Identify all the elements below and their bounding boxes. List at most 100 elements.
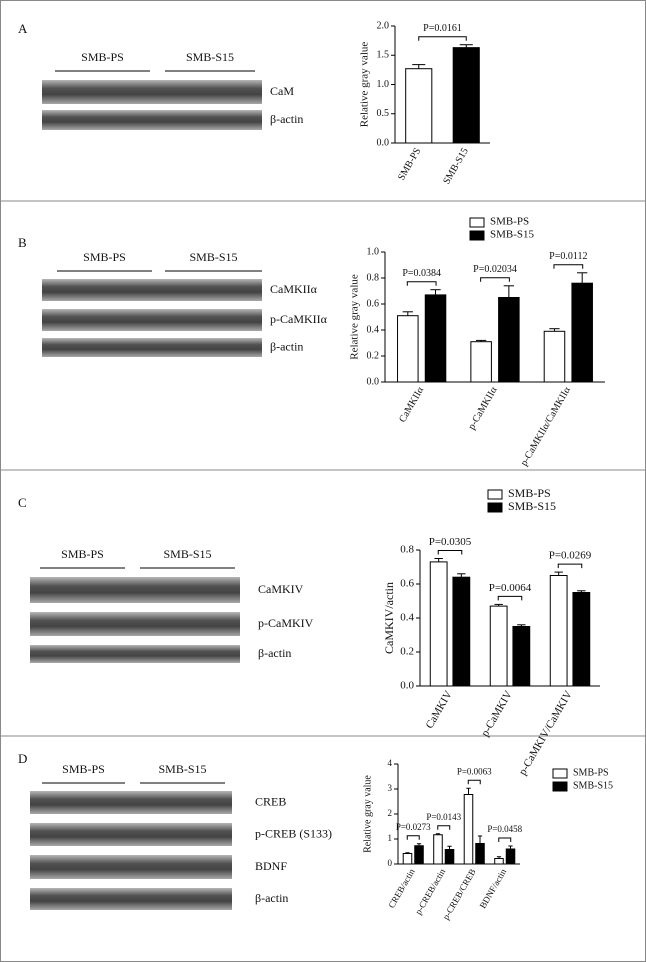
y-tick-label: 0.2 xyxy=(400,646,414,658)
panel-letter: B xyxy=(18,235,27,250)
y-axis-label: Relative gray value xyxy=(362,775,373,853)
p-value: P=0.0458 xyxy=(487,824,522,834)
significance-bracket xyxy=(437,550,463,555)
y-axis-label: CaMKIV/actin xyxy=(382,582,396,654)
bar xyxy=(489,605,508,687)
legend-swatch xyxy=(487,502,503,513)
bar xyxy=(433,834,443,865)
x-tick-label: p-CaMKIIα xyxy=(466,384,500,431)
bar xyxy=(475,843,485,865)
significance-bracket xyxy=(406,835,420,840)
p-value: P=0.0269 xyxy=(549,550,592,562)
x-tick-label: p-CaMKIV xyxy=(479,689,515,739)
blot-band xyxy=(42,309,262,331)
p-value: P=0.02034 xyxy=(473,264,517,275)
significance-bracket xyxy=(497,595,523,601)
panel-letter: A xyxy=(18,21,28,36)
x-tick-label: SMB-PS xyxy=(396,146,423,182)
p-value: P=0.0112 xyxy=(549,251,587,262)
group-label: SMB-PS xyxy=(61,547,104,561)
panel-letter: D xyxy=(18,751,27,766)
blot-band xyxy=(30,823,232,846)
legend-swatch xyxy=(469,217,485,228)
bar xyxy=(543,330,566,383)
p-value: P=0.0063 xyxy=(457,766,492,776)
y-tick-label: 4 xyxy=(388,758,393,768)
y-tick-label: 1 xyxy=(388,833,393,843)
group-label: SMB-S15 xyxy=(163,547,211,561)
significance-bracket xyxy=(467,779,481,785)
bar xyxy=(549,575,568,687)
p-value: P=0.0064 xyxy=(489,582,532,594)
bar xyxy=(429,561,448,687)
blot-band xyxy=(30,577,240,603)
bar xyxy=(505,848,516,865)
y-tick-label: 0.5 xyxy=(377,108,390,119)
x-tick-label: p-CREB/actin xyxy=(413,867,447,917)
bar xyxy=(397,315,419,383)
blot-band xyxy=(42,279,262,301)
legend-swatch xyxy=(552,768,568,779)
y-tick-label: 0.6 xyxy=(367,298,380,309)
panel-letter: C xyxy=(18,495,27,510)
band-label: CaMKIIα xyxy=(270,282,318,296)
x-tick-label: p-CaMKIV/CaMKIV xyxy=(517,689,575,778)
bar xyxy=(452,47,480,144)
blot-band xyxy=(42,110,262,130)
x-tick-label: SMB-S15 xyxy=(441,146,471,186)
significance-bracket xyxy=(418,36,467,41)
significance-bracket xyxy=(498,837,512,842)
y-tick-label: 0.8 xyxy=(367,272,380,283)
p-value: P=0.0273 xyxy=(396,822,431,832)
bar xyxy=(463,794,474,865)
group-label: SMB-PS xyxy=(83,250,126,264)
band-label: p-CaMKIV xyxy=(258,616,314,630)
x-tick-label: CaMKIIα xyxy=(397,384,426,424)
legend-label: SMB-S15 xyxy=(573,780,613,791)
p-value: P=0.0384 xyxy=(402,268,441,279)
significance-bracket xyxy=(406,281,437,286)
bar xyxy=(424,294,447,383)
band-label: β-actin xyxy=(270,339,303,353)
legend-swatch xyxy=(469,230,485,241)
bar xyxy=(571,282,593,383)
bar xyxy=(512,626,531,687)
legend-label: SMB-PS xyxy=(573,767,609,778)
p-value: P=0.0305 xyxy=(429,536,472,548)
y-tick-label: 1.0 xyxy=(377,79,390,90)
y-tick-label: 0.4 xyxy=(400,612,414,624)
band-label: β-actin xyxy=(270,112,303,126)
x-tick-label: CREB/actin xyxy=(386,867,417,910)
bar xyxy=(498,297,520,383)
bar xyxy=(572,592,591,687)
significance-bracket xyxy=(480,277,510,282)
bar xyxy=(444,849,455,865)
bar xyxy=(402,853,413,865)
p-value: P=0.0143 xyxy=(426,812,461,822)
group-label: SMB-S15 xyxy=(189,250,237,264)
bar xyxy=(452,576,471,687)
legend-label: SMB-S15 xyxy=(490,229,535,241)
blot-band xyxy=(30,791,232,814)
significance-bracket xyxy=(557,563,583,569)
group-label: SMB-PS xyxy=(81,50,124,64)
p-value: P=0.0161 xyxy=(423,23,462,34)
blot-band xyxy=(30,888,232,910)
legend-swatch xyxy=(552,781,568,792)
x-tick-label: CaMKIV xyxy=(424,689,455,731)
band-label: CREB xyxy=(255,794,286,808)
band-label: β-actin xyxy=(258,646,291,660)
y-tick-label: 0.0 xyxy=(367,376,380,387)
y-tick-label: 0.6 xyxy=(400,578,414,590)
y-tick-label: 0.0 xyxy=(400,680,414,692)
x-tick-label: p-CREB/CREB xyxy=(441,867,478,921)
group-label: SMB-PS xyxy=(62,762,105,776)
y-axis-label: Relative gray value xyxy=(359,42,371,128)
bar xyxy=(494,858,504,865)
y-tick-label: 0.0 xyxy=(377,137,390,148)
significance-bracket xyxy=(437,825,451,830)
y-tick-label: 1.0 xyxy=(367,246,380,257)
y-tick-label: 3 xyxy=(388,783,393,793)
y-tick-label: 0.4 xyxy=(367,324,380,335)
